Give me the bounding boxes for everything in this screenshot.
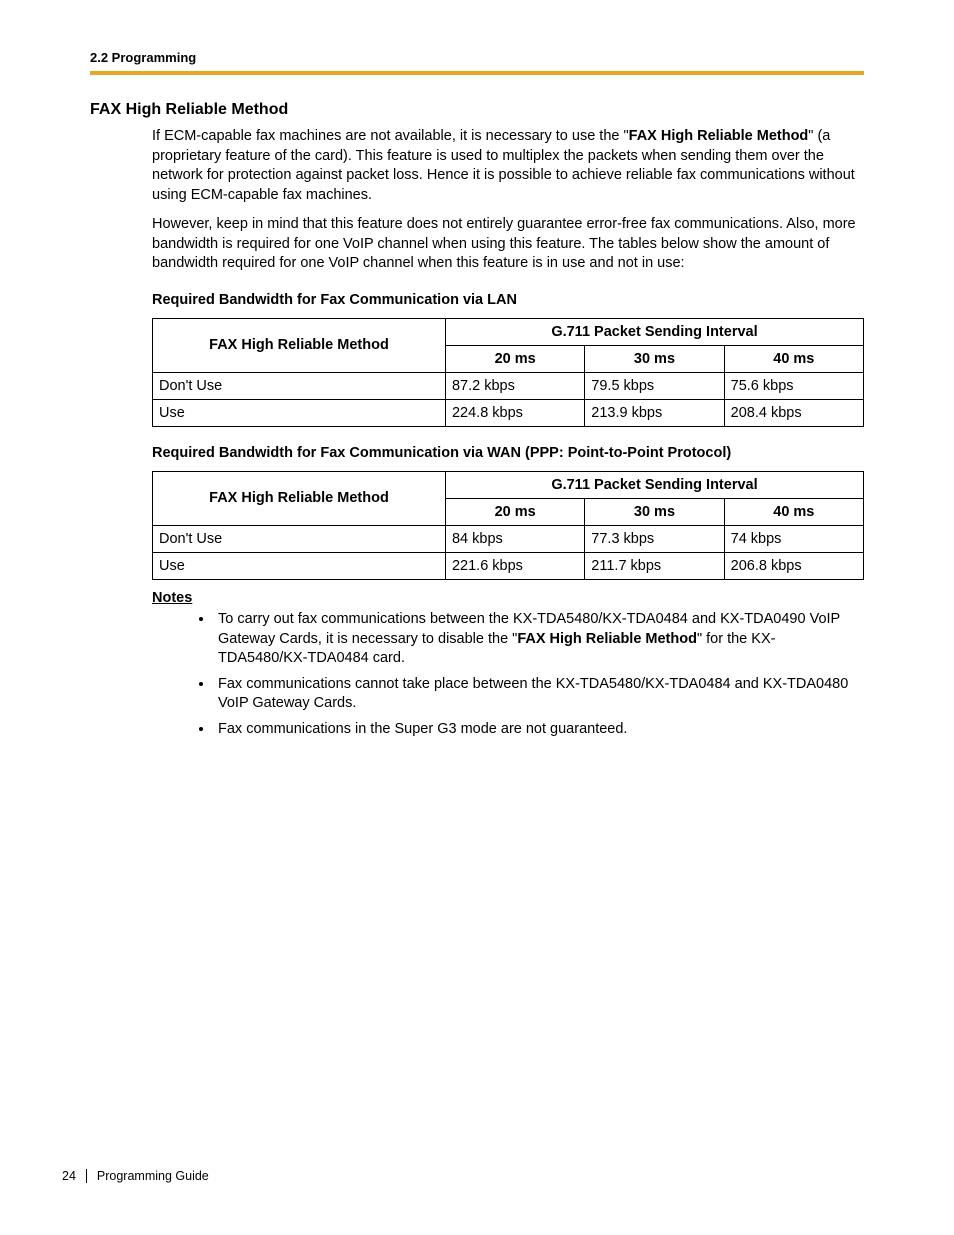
- row-label: Use: [153, 399, 446, 426]
- row-header: FAX High Reliable Method: [153, 318, 446, 372]
- list-item: To carry out fax communications between …: [214, 610, 864, 669]
- notes-heading: Notes: [152, 590, 864, 606]
- doc-title: Programming Guide: [97, 1169, 209, 1183]
- cell: 206.8 kbps: [724, 552, 863, 579]
- p1-bold: FAX High Reliable Method: [629, 128, 809, 144]
- table-wan-caption: Required Bandwidth for Fax Communication…: [152, 445, 864, 461]
- intro-para-1: If ECM-capable fax machines are not avai…: [152, 127, 864, 205]
- row-label: Use: [153, 552, 446, 579]
- breadcrumb: 2.2 Programming: [90, 50, 864, 65]
- cell: 74 kbps: [724, 525, 863, 552]
- col-group-header: G.711 Packet Sending Interval: [445, 471, 863, 498]
- list-item: Fax communications cannot take place bet…: [214, 675, 864, 714]
- intro-para-2: However, keep in mind that this feature …: [152, 215, 864, 274]
- table-row: Don't Use 84 kbps 77.3 kbps 74 kbps: [153, 525, 864, 552]
- bandwidth-table-lan: FAX High Reliable Method G.711 Packet Se…: [152, 318, 864, 427]
- col-header: 30 ms: [585, 498, 724, 525]
- p1-pre: If ECM-capable fax machines are not avai…: [152, 128, 629, 144]
- cell: 221.6 kbps: [445, 552, 584, 579]
- header-rule: [90, 71, 864, 75]
- col-header: 30 ms: [585, 345, 724, 372]
- row-label: Don't Use: [153, 525, 446, 552]
- col-header: 20 ms: [445, 498, 584, 525]
- notes-list: To carry out fax communications between …: [152, 610, 864, 739]
- col-header: 40 ms: [724, 498, 863, 525]
- cell: 208.4 kbps: [724, 399, 863, 426]
- section-title: FAX High Reliable Method: [90, 101, 864, 119]
- page-number: 24: [62, 1169, 87, 1183]
- table-row: Use 224.8 kbps 213.9 kbps 208.4 kbps: [153, 399, 864, 426]
- col-group-header: G.711 Packet Sending Interval: [445, 318, 863, 345]
- table-row: Don't Use 87.2 kbps 79.5 kbps 75.6 kbps: [153, 372, 864, 399]
- col-header: 20 ms: [445, 345, 584, 372]
- cell: 213.9 kbps: [585, 399, 724, 426]
- cell: 79.5 kbps: [585, 372, 724, 399]
- list-item: Fax communications in the Super G3 mode …: [214, 720, 864, 740]
- cell: 87.2 kbps: [445, 372, 584, 399]
- page-content: 2.2 Programming FAX High Reliable Method…: [0, 0, 954, 739]
- table-row: Use 221.6 kbps 211.7 kbps 206.8 kbps: [153, 552, 864, 579]
- table-lan-caption: Required Bandwidth for Fax Communication…: [152, 292, 864, 308]
- body-block: If ECM-capable fax machines are not avai…: [152, 127, 864, 739]
- bandwidth-table-wan: FAX High Reliable Method G.711 Packet Se…: [152, 471, 864, 580]
- cell: 75.6 kbps: [724, 372, 863, 399]
- table-row: FAX High Reliable Method G.711 Packet Se…: [153, 318, 864, 345]
- note1-bold: FAX High Reliable Method: [517, 631, 697, 647]
- row-label: Don't Use: [153, 372, 446, 399]
- cell: 77.3 kbps: [585, 525, 724, 552]
- cell: 211.7 kbps: [585, 552, 724, 579]
- row-header: FAX High Reliable Method: [153, 471, 446, 525]
- cell: 224.8 kbps: [445, 399, 584, 426]
- table-row: FAX High Reliable Method G.711 Packet Se…: [153, 471, 864, 498]
- page-footer: 24 Programming Guide: [62, 1169, 209, 1183]
- cell: 84 kbps: [445, 525, 584, 552]
- col-header: 40 ms: [724, 345, 863, 372]
